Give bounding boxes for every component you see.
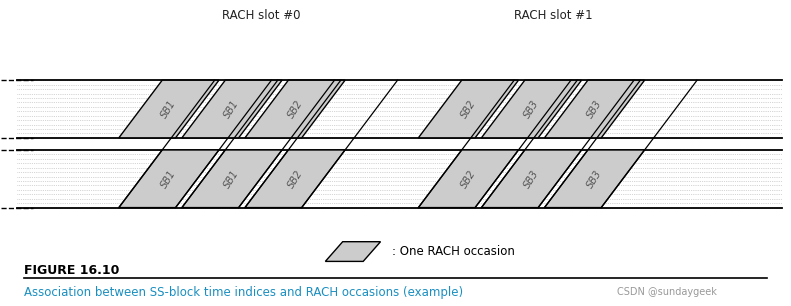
Text: Association between SS-block time indices and RACH occasions (example): Association between SS-block time indice… <box>24 286 463 299</box>
Text: CSDN @sundaygeek: CSDN @sundaygeek <box>617 287 717 297</box>
Polygon shape <box>482 150 581 207</box>
Text: SB3: SB3 <box>585 98 604 120</box>
Text: SB1: SB1 <box>222 168 241 190</box>
Text: RACH slot #1: RACH slot #1 <box>514 9 592 21</box>
Polygon shape <box>418 80 518 138</box>
Text: SB3: SB3 <box>522 168 541 190</box>
Text: SB2: SB2 <box>459 98 478 120</box>
Text: RACH slot #0: RACH slot #0 <box>222 9 301 21</box>
Polygon shape <box>245 150 345 207</box>
Text: SB3: SB3 <box>522 98 541 120</box>
Polygon shape <box>119 80 219 138</box>
Polygon shape <box>482 80 581 138</box>
Polygon shape <box>544 150 645 207</box>
Text: SB2: SB2 <box>286 168 305 190</box>
Text: SB3: SB3 <box>585 168 604 190</box>
Text: SB2: SB2 <box>286 98 305 120</box>
Text: SB1: SB1 <box>222 98 241 120</box>
Text: FIGURE 16.10: FIGURE 16.10 <box>24 264 119 277</box>
Text: SB1: SB1 <box>160 168 178 190</box>
Polygon shape <box>544 80 645 138</box>
Text: : One RACH occasion: : One RACH occasion <box>392 245 515 258</box>
Polygon shape <box>119 150 219 207</box>
Text: SB1: SB1 <box>160 98 178 120</box>
Polygon shape <box>182 80 282 138</box>
Polygon shape <box>182 150 282 207</box>
Polygon shape <box>245 80 345 138</box>
Text: SB2: SB2 <box>459 168 478 190</box>
Polygon shape <box>325 242 380 261</box>
Polygon shape <box>418 150 518 207</box>
